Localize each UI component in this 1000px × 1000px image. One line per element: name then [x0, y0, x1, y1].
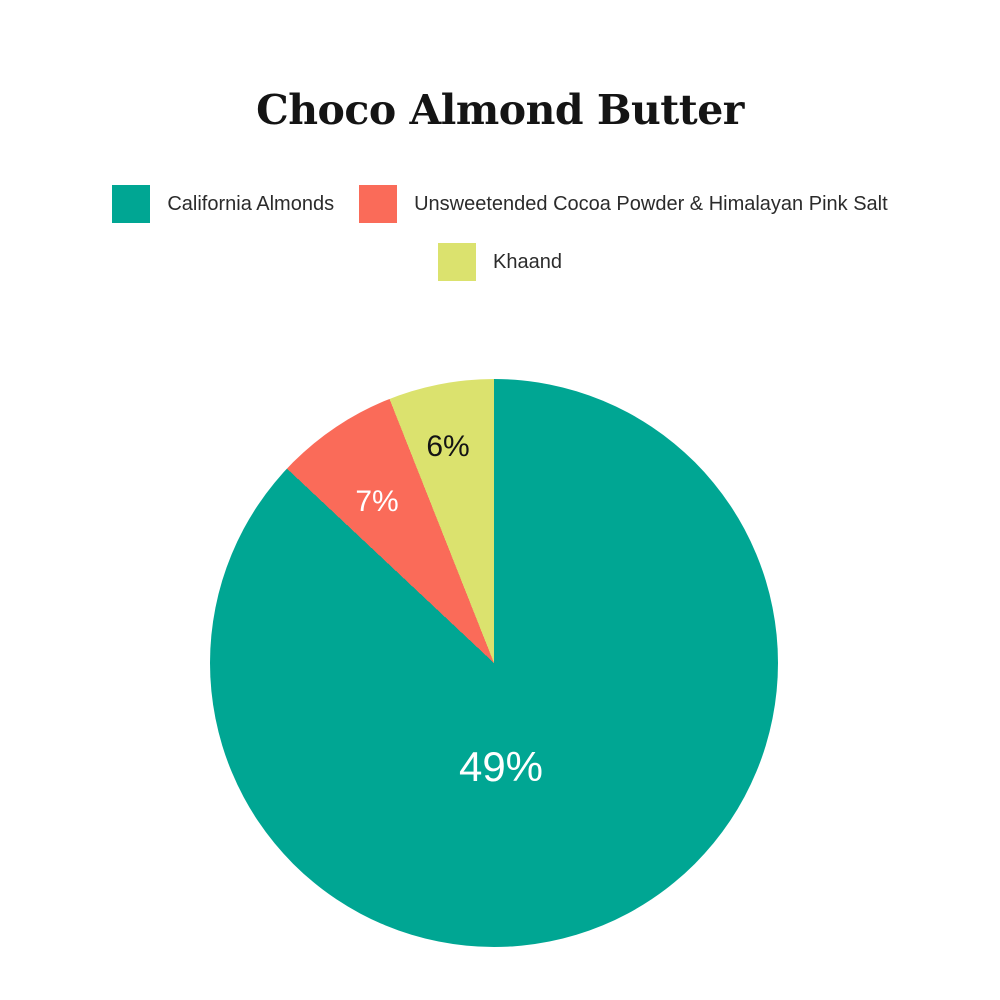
legend-item-khaand: Khaand	[438, 243, 562, 281]
legend-item-cocoa-powder-pink-salt: Unsweetended Cocoa Powder & Himalayan Pi…	[359, 185, 888, 223]
legend-label-cocoa-powder-pink-salt: Unsweetended Cocoa Powder & Himalayan Pi…	[414, 192, 888, 215]
legend-row-1: California Almonds Unsweetended Cocoa Po…	[0, 185, 1000, 223]
legend-item-california-almonds: California Almonds	[112, 185, 334, 223]
pie-slice-label-california-almonds: 49%	[458, 743, 544, 790]
legend-label-khaand: Khaand	[493, 250, 562, 273]
legend-swatch-cocoa-powder-pink-salt	[359, 185, 398, 223]
pie-slice-label-khaand: 6%	[426, 430, 470, 463]
pie-chart: 49% 7% 6%	[210, 379, 778, 947]
legend-swatch-khaand	[438, 243, 477, 281]
chart-title: Choco Almond Butter	[256, 86, 744, 134]
legend-row-2: Khaand	[0, 243, 1000, 281]
legend-swatch-california-almonds	[112, 185, 151, 223]
legend-label-california-almonds: California Almonds	[167, 192, 335, 215]
legend: California Almonds Unsweetended Cocoa Po…	[0, 185, 1000, 281]
pie-slice-label-cocoa-powder-pink-salt: 7%	[355, 485, 399, 518]
